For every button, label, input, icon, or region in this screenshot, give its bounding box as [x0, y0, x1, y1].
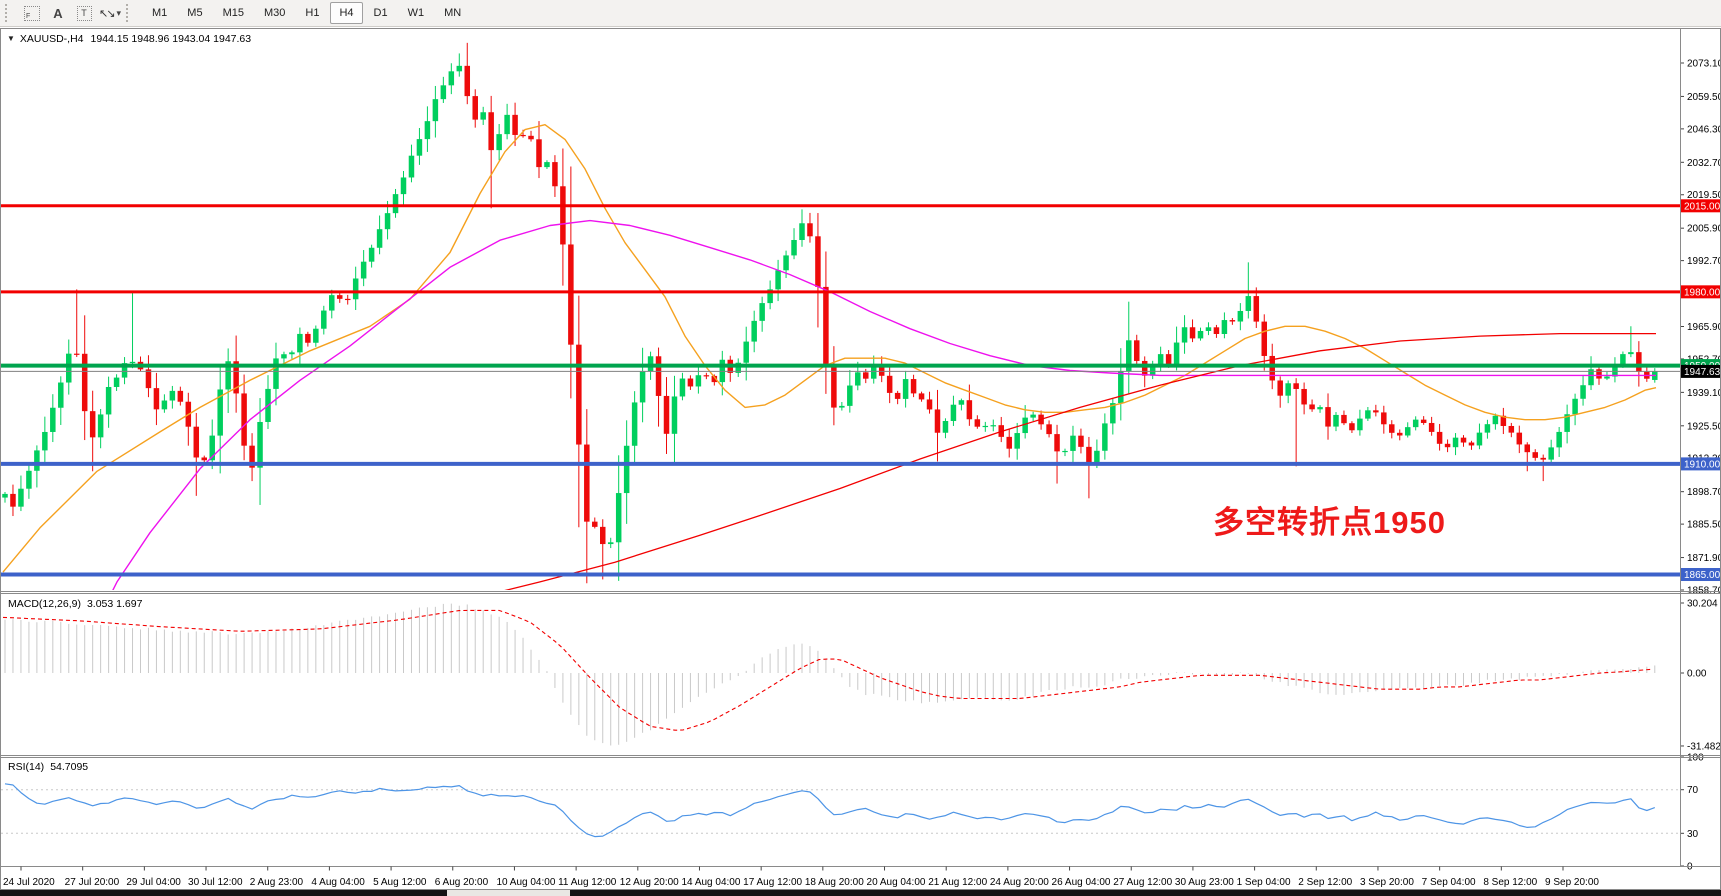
price-axis: 2073.10 2059.50 2046.30 2032.70 2019.50 2005.…	[1680, 59, 1721, 596]
timeframe-button-M1[interactable]: M1	[152, 7, 168, 19]
price-tick-label: 1871.90	[1687, 553, 1721, 564]
toolbar-grip[interactable]	[126, 4, 134, 22]
candlestick-series	[2, 42, 1658, 584]
hline-1980.00-label: 1980.00	[1684, 287, 1721, 298]
hline-1910.00-label: 1910.00	[1684, 459, 1721, 470]
time-tick-label: 18 Aug 20:00	[805, 877, 864, 888]
timeframe-button-M30[interactable]: M30	[263, 7, 286, 19]
macd-tick-label: -31.482	[1687, 741, 1721, 752]
time-tick-label: 26 Aug 04:00	[1052, 877, 1111, 888]
macd-values: 3.053 1.697	[86, 598, 143, 610]
frame-tool-icon[interactable]: F	[20, 2, 44, 24]
time-tick-label: 11 Aug 12:00	[558, 877, 617, 888]
rsi-tick-label: 70	[1687, 785, 1699, 796]
rsi-line	[4, 783, 1655, 838]
ma-slow-red	[504, 332, 1656, 590]
time-axis: 24 Jul 2020 27 Jul 20:00 29 Jul 04:00 30 Ju…	[3, 866, 1599, 888]
price-tick-label: 1925.50	[1687, 421, 1721, 432]
time-tick-label: 29 Jul 04:00	[126, 877, 181, 888]
macd-signal-line	[2, 609, 1652, 731]
ohlc-values: 1944.15 1948.96 1943.04 1947.63	[90, 33, 252, 45]
scrollbar-segment[interactable]	[0, 890, 447, 896]
rsi-value: 54.7095	[50, 761, 89, 773]
price-tick-label: 2019.50	[1687, 190, 1721, 201]
time-tick-label: 6 Aug 20:00	[435, 877, 489, 888]
dropdown-caret-icon: ▾	[116, 7, 121, 18]
text-label-icon[interactable]: T	[72, 2, 96, 24]
timeframe-button-W1[interactable]: W1	[407, 7, 425, 19]
time-tick-label: 24 Jul 2020	[3, 877, 55, 888]
chart-window: 2073.10 2059.50 2046.30 2032.70 2019.50 2005.…	[0, 28, 1721, 890]
timeframe-toolbar: M1 M5 M15 M30 H1 H4 D1 W1 MN	[142, 2, 471, 24]
hline-1980.00-box	[1681, 285, 1720, 299]
rsi-indicator-label: RSI(14) 54.7095	[8, 761, 88, 773]
timeframe-button-M15[interactable]: M15	[222, 7, 244, 19]
timeframe-button-M5[interactable]: M5	[187, 7, 203, 19]
price-tick-label: 1898.70	[1687, 487, 1721, 498]
time-tick-label: 21 Aug 12:00	[928, 877, 987, 888]
macd-histogram	[4, 603, 1656, 746]
bottom-scrollbar[interactable]	[0, 890, 1721, 896]
price-tick-label: 2059.50	[1687, 92, 1721, 103]
price-tick-label: 1885.50	[1687, 520, 1721, 531]
hline-1910.00-box	[1681, 457, 1720, 471]
time-tick-label: 20 Aug 04:00	[867, 877, 926, 888]
hline-2015.00-box	[1681, 199, 1720, 213]
chart-canvas[interactable]: 2073.10 2059.50 2046.30 2032.70 2019.50 2005.…	[0, 28, 1721, 890]
price-tick-label: 1858.70	[1687, 585, 1721, 596]
time-tick-label: 4 Aug 04:00	[311, 877, 365, 888]
symbol-dropdown-icon[interactable]: ▼	[7, 34, 15, 43]
rsi-name: RSI(14)	[8, 761, 45, 773]
time-tick-label: 9 Sep 20:00	[1545, 877, 1599, 888]
price-tick-label: 1939.10	[1687, 388, 1721, 399]
hline-2015.00-label: 2015.00	[1684, 201, 1721, 212]
macd-name: MACD(12,26,9)	[8, 598, 81, 610]
hline-1865.00-box	[1681, 568, 1720, 582]
time-tick-label: 8 Sep 12:00	[1483, 877, 1537, 888]
time-tick-label: 3 Sep 20:00	[1360, 877, 1414, 888]
time-tick-label: 2 Sep 12:00	[1298, 877, 1352, 888]
toolbar-grip[interactable]	[5, 4, 13, 22]
macd-tick-label: 0.00	[1687, 669, 1707, 680]
timeframe-button-H4[interactable]: H4	[330, 2, 363, 24]
macd-axis: 30.204 0.00 -31.482	[1680, 598, 1721, 752]
time-tick-label: 12 Aug 20:00	[620, 877, 679, 888]
macd-tick-label: 30.204	[1687, 598, 1718, 609]
timeframe-button-MN[interactable]: MN	[444, 7, 462, 19]
price-tick-label: 2032.70	[1687, 158, 1721, 169]
price-tick-label: 2005.90	[1687, 224, 1721, 235]
text-annotation-icon[interactable]: A	[53, 5, 63, 21]
time-tick-label: 1 Sep 04:00	[1237, 877, 1291, 888]
scrollbar-segment[interactable]	[570, 890, 1721, 896]
time-tick-label: 14 Aug 04:00	[681, 877, 740, 888]
price-tick-label: 1992.70	[1687, 256, 1721, 267]
chart-annotation-text: 多空转折点1950	[1213, 505, 1446, 540]
price-tick-label: 2073.10	[1687, 59, 1721, 70]
price-tick-label: 1965.90	[1687, 322, 1721, 333]
ma-fast-orange	[2, 123, 1657, 573]
macd-indicator-label: MACD(12,26,9) 3.053 1.697	[8, 598, 142, 610]
time-tick-label: 27 Aug 12:00	[1113, 877, 1172, 888]
hline-1865.00-label: 1865.00	[1684, 570, 1721, 581]
price-tick-label: 2046.30	[1687, 124, 1721, 135]
time-tick-label: 27 Jul 20:00	[65, 877, 120, 888]
cursor-arrows-icon[interactable]: ↖↘ ▾	[99, 7, 121, 20]
current-price-label: 1947.63	[1684, 367, 1721, 378]
time-tick-label: 7 Sep 04:00	[1422, 877, 1476, 888]
timeframe-button-H1[interactable]: H1	[305, 7, 320, 19]
rsi-tick-label: 30	[1687, 829, 1699, 840]
rsi-axis: 10070300	[1680, 753, 1704, 873]
time-tick-label: 24 Aug 20:00	[990, 877, 1049, 888]
chart-title: ▼ XAUUSD-,H4 1944.15 1948.96 1943.04 1947.…	[7, 33, 251, 45]
current-price-box	[1681, 364, 1720, 378]
time-tick-label: 30 Jul 12:00	[188, 877, 243, 888]
time-tick-label: 10 Aug 04:00	[496, 877, 555, 888]
time-tick-label: 17 Aug 12:00	[743, 877, 802, 888]
time-tick-label: 5 Aug 12:00	[373, 877, 427, 888]
timeframe-button-D1[interactable]: D1	[373, 7, 388, 19]
time-tick-label: 2 Aug 23:00	[250, 877, 304, 888]
symbol-name: XAUUSD-,H4	[19, 33, 84, 45]
time-tick-label: 30 Aug 23:00	[1175, 877, 1234, 888]
toolbar: F A T ↖↘ ▾ M1 M5 M15 M30 H1 H4 D1 W1 MN	[0, 0, 1721, 27]
